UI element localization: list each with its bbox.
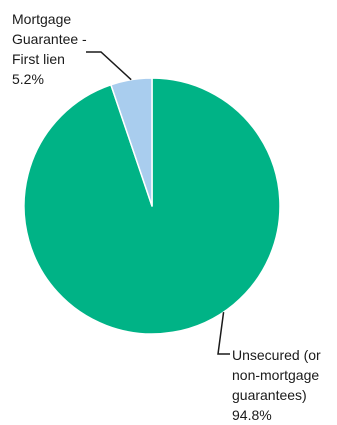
slice-label-unsecured: Unsecured (or non-mortgage guarantees) 9… — [232, 347, 325, 423]
slice-label-line: guarantees) — [232, 387, 307, 403]
leader-line-unsecured — [217, 312, 230, 355]
leader-lines — [86, 51, 230, 355]
slice-label-line: non-mortgage — [232, 367, 319, 383]
slice-label-line: Guarantee - — [12, 31, 87, 47]
slice-label-line: Unsecured (or — [232, 347, 321, 363]
slice-label-line: First lien — [12, 51, 65, 67]
pie-slice-mortgage-guarantee — [110, 77, 153, 207]
pie-slices — [23, 77, 281, 335]
slice-value-label: 94.8% — [232, 407, 272, 423]
slice-label-line: Mortgage — [12, 11, 71, 27]
slice-label-mortgage-guarantee: Mortgage Guarantee - First lien 5.2% — [12, 11, 91, 87]
slice-value-label: 5.2% — [12, 71, 44, 87]
leader-line-mortgage-guarantee — [86, 51, 132, 81]
